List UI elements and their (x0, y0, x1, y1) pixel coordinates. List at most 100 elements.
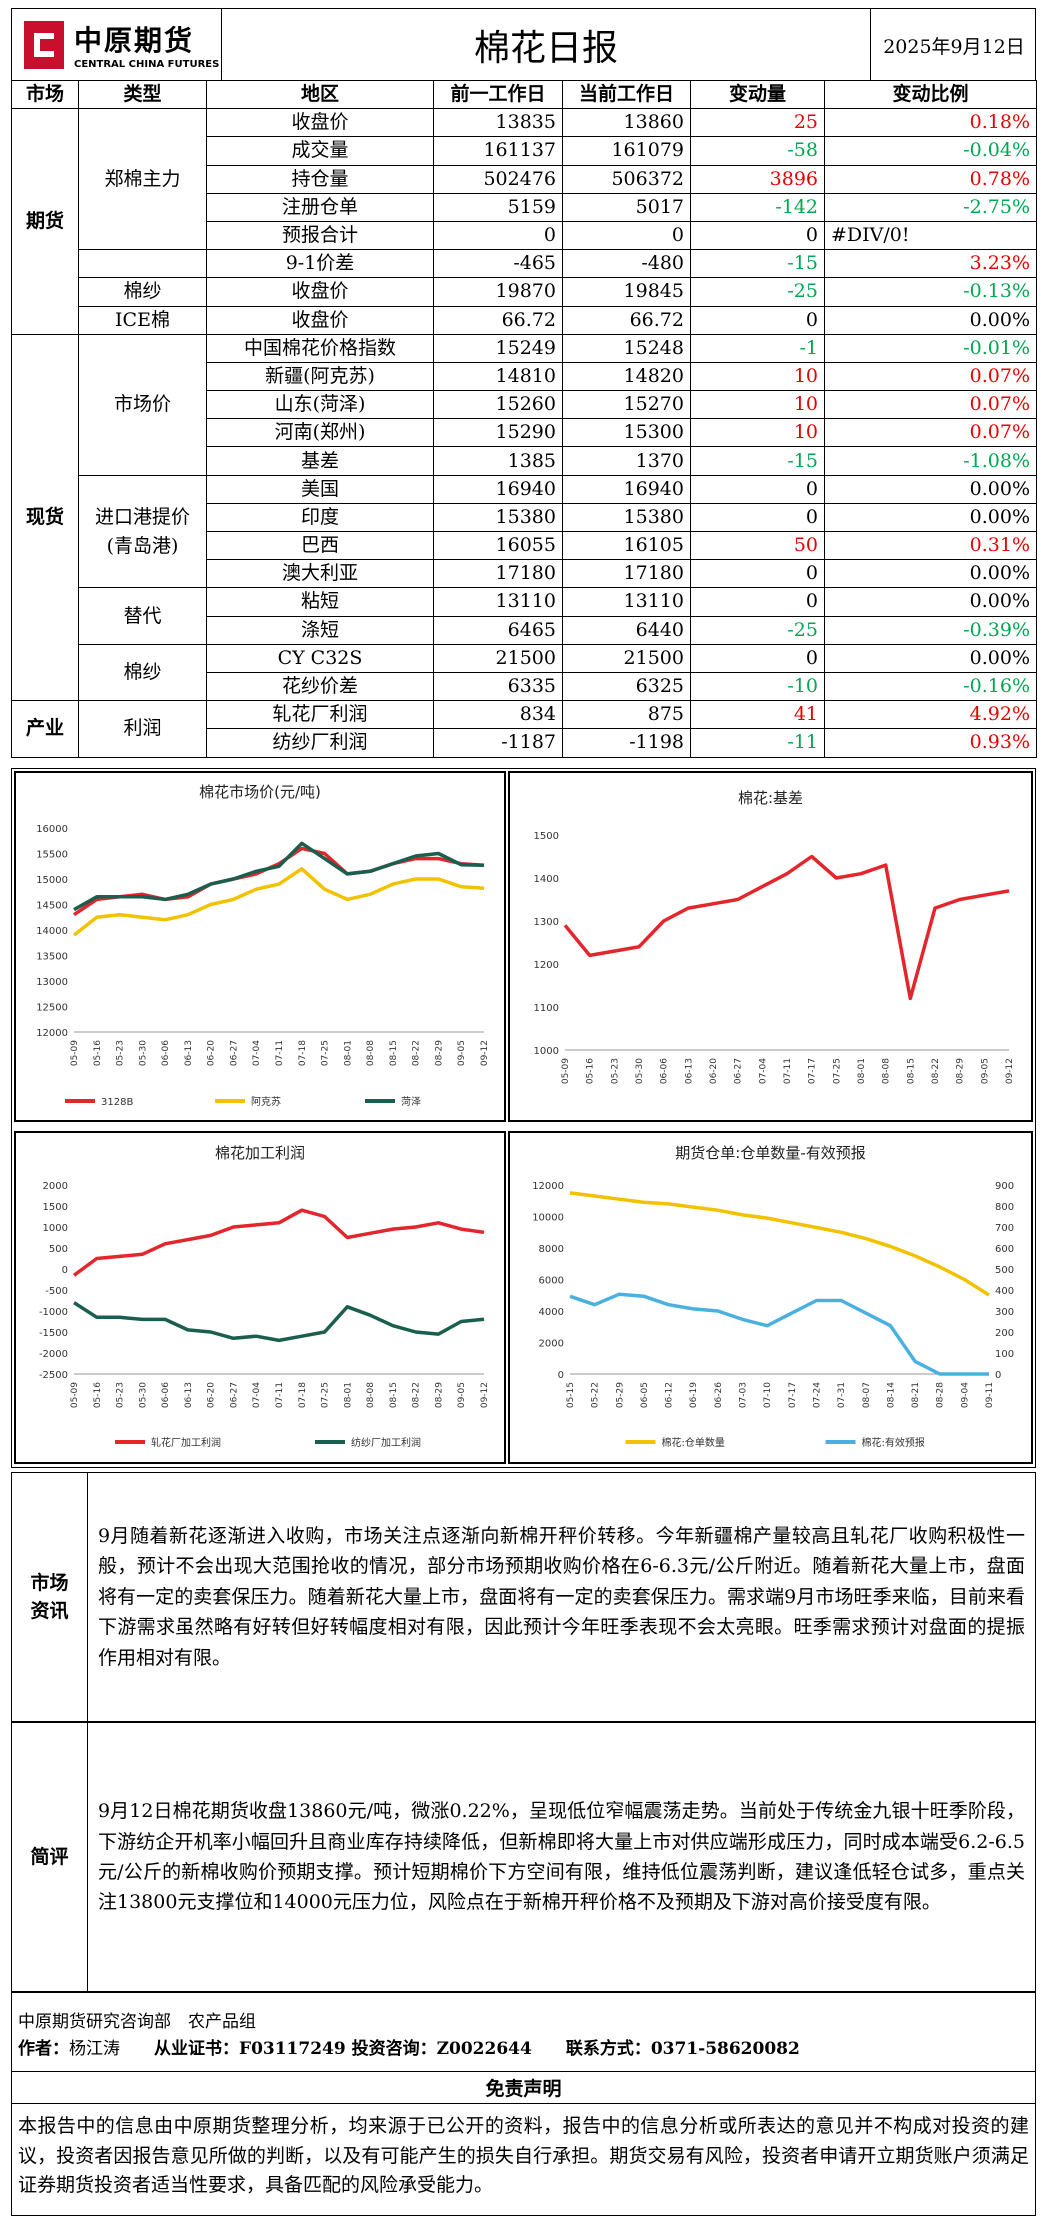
curr-value-cell: 1370 (562, 446, 691, 476)
logo-subtext: CENTRAL CHINA FUTURES (74, 59, 220, 70)
y2-tick-label: 400 (995, 1286, 1014, 1297)
x-tick-label: 07-18 (298, 1040, 308, 1066)
table-row: 花纱价差 6335 6325 -10 -0.16% (12, 671, 1037, 702)
x-tick-label: 08-08 (366, 1040, 376, 1066)
market-news-text: 9月随着新花逐渐进入收购，市场关注点逐渐向新棉开秤价转移。今年新疆棉产量较高且轧… (98, 1525, 1025, 1669)
item-cell: 山东(菏泽) (206, 390, 434, 420)
y-tick-label: 12000 (532, 1181, 564, 1192)
x-tick-label: 09-04 (960, 1382, 970, 1408)
y-tick-label: 10000 (532, 1213, 564, 1224)
change-cell: 0 (690, 587, 825, 617)
chart-title: 棉花市场价(元/吨) (199, 783, 321, 801)
table-row: 巴西 16055 16105 50 0.31% (12, 530, 1037, 561)
curr-value-cell: 13860 (562, 108, 691, 138)
x-tick-label: 08-28 (936, 1382, 946, 1408)
item-cell: 河南(郑州) (206, 418, 434, 448)
y-tick-label: 2000 (43, 1181, 68, 1192)
change-cell: 3896 (690, 164, 825, 194)
y-tick-label: -1500 (39, 1328, 68, 1339)
x-tick-label: 06-27 (734, 1058, 744, 1084)
prev-value-cell: 502476 (433, 164, 563, 194)
change-pct-cell: 0.00% (824, 474, 1037, 504)
series-line (73, 1301, 485, 1343)
table-row: 期货 郑棉主力 收盘价 13835 13860 25 0.18% (11, 108, 1037, 335)
x-tick-label: 07-31 (837, 1382, 847, 1408)
table-row: 山东(菏泽) 15260 15270 10 0.07% (12, 390, 1037, 420)
x-tick-label: 06-20 (207, 1040, 217, 1066)
table-row: 新疆(阿克苏) 14810 14820 10 0.07% (12, 361, 1037, 392)
series-line (563, 854, 1010, 1001)
prev-value-cell: 0 (433, 220, 563, 251)
table-row: 涤短 6465 6440 -25 -0.39% (12, 615, 1037, 645)
prev-value-cell: 13835 (433, 108, 563, 138)
type-cell (78, 249, 207, 279)
y-tick-label: 16000 (36, 824, 68, 835)
type-cell: 利润 (78, 700, 207, 758)
type-cell: 棉纱 (78, 643, 207, 702)
y-tick-label: -2500 (39, 1370, 68, 1381)
y2-tick-label: 200 (995, 1328, 1014, 1339)
type-cell: ICE棉 (78, 305, 207, 335)
y-tick-label: 1200 (534, 960, 559, 971)
x-tick-label: 09-05 (980, 1058, 990, 1084)
company-logo: 中原期货 CENTRAL CHINA FUTURES (12, 9, 222, 81)
table-row: 注册仓单 5159 5017 -142 -2.75% (12, 192, 1037, 222)
item-cell: 美国 (206, 474, 434, 504)
x-tick-label: 05-30 (138, 1382, 148, 1408)
column-header: 变动量 (690, 79, 825, 110)
x-tick-label: 08-22 (412, 1382, 422, 1408)
change-pct-cell: -1.08% (824, 446, 1037, 476)
x-tick-label: 05-30 (635, 1058, 645, 1084)
curr-value-cell: 21500 (562, 643, 691, 673)
report-date: 2025年9月12日 (870, 9, 1037, 81)
column-header: 地区 (206, 79, 434, 110)
x-tick-label: 07-24 (812, 1382, 822, 1408)
curr-value-cell: 0 (562, 220, 691, 251)
y-tick-label: 0 (62, 1265, 68, 1276)
y-tick-label: -2000 (39, 1349, 68, 1360)
change-cell: 50 (690, 530, 825, 561)
prev-value-cell: 16055 (433, 530, 563, 561)
legend-label: 棉花:有效预报 (862, 1436, 925, 1449)
x-tick-label: 06-20 (709, 1058, 719, 1084)
x-tick-label: 08-07 (862, 1382, 872, 1408)
type-cell: 市场价 (78, 333, 207, 476)
x-tick-label: 07-10 (763, 1382, 773, 1408)
curr-value-cell: -480 (562, 249, 691, 279)
x-tick-label: 05-23 (116, 1040, 126, 1066)
x-tick-label: 07-11 (783, 1058, 793, 1084)
chart-title: 棉花:基差 (738, 789, 803, 807)
change-cell: -15 (690, 249, 825, 279)
y2-tick-label: 700 (995, 1223, 1014, 1234)
prev-value-cell: 15290 (433, 418, 563, 448)
table-row: 产业 利润 轧花厂利润 834 875 41 4.92% (11, 700, 1037, 758)
prev-value-cell: 1385 (433, 446, 563, 476)
x-tick-label: 09-05 (457, 1382, 467, 1408)
change-pct-cell: 0.07% (824, 418, 1037, 448)
y-tick-label: 2000 (539, 1339, 564, 1350)
change-pct-cell: 0.00% (824, 643, 1037, 673)
x-tick-label: 07-25 (321, 1382, 331, 1408)
author-label: 作者： (18, 2039, 69, 2060)
change-cell: 0 (690, 474, 825, 504)
y2-tick-label: 100 (995, 1349, 1014, 1360)
prev-value-cell: 5159 (433, 192, 563, 222)
series-line (72, 867, 485, 937)
y-tick-label: 1500 (43, 1202, 68, 1213)
change-cell: -15 (690, 446, 825, 476)
prev-value-cell: 17180 (433, 559, 563, 589)
y-tick-label: 1500 (534, 831, 559, 842)
x-tick-label: 07-03 (739, 1382, 749, 1408)
column-header: 当前工作日 (562, 79, 691, 110)
x-tick-label: 08-01 (343, 1382, 353, 1408)
table-row: 棉纱 CY C32S 21500 21500 0 0.00% (12, 643, 1037, 702)
x-tick-label: 07-11 (275, 1040, 285, 1066)
y-tick-label: 13500 (36, 952, 68, 963)
change-pct-cell: #DIV/0! (824, 220, 1037, 251)
table-row: 印度 15380 15380 0 0.00% (12, 502, 1037, 533)
x-tick-label: 09-11 (985, 1382, 995, 1408)
chart-title: 棉花加工利润 (215, 1144, 305, 1162)
y2-tick-label: 500 (995, 1265, 1014, 1276)
x-tick-label: 05-09 (70, 1382, 80, 1408)
x-tick-label: 06-26 (714, 1382, 724, 1408)
